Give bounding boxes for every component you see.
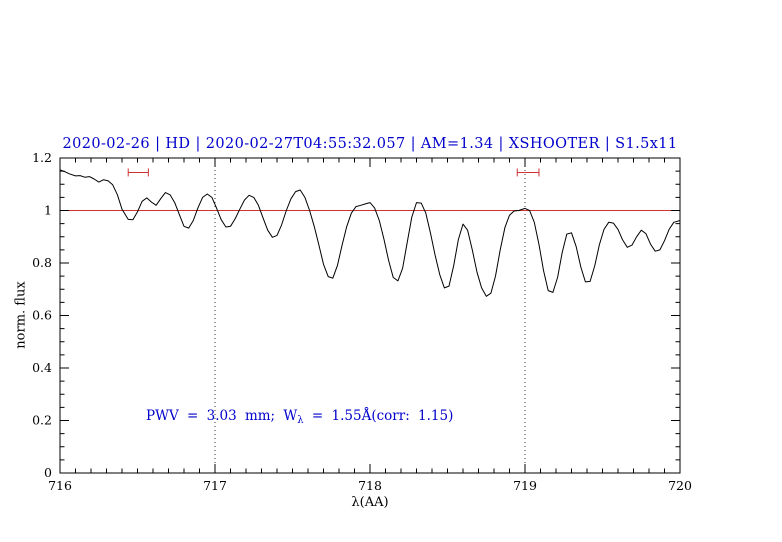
plot-title: 2020-02-26 | HD | 2020-02-27T04:55:32.05… bbox=[62, 136, 678, 152]
equivalent-width-text: = 1.55Å(corr: 1.15) bbox=[303, 408, 454, 424]
y-tick-label: 0.6 bbox=[32, 308, 52, 323]
pwv-annotation-text: PWV = 3.03 mm; W bbox=[146, 408, 298, 424]
y-axis-label: norm. flux bbox=[13, 281, 29, 349]
pwv-annotation: PWV = 3.03 mm; Wλ = 1.55Å(corr: 1.15) bbox=[146, 408, 454, 426]
x-axis-label: λ(AA) bbox=[351, 495, 389, 510]
y-tick-label: 0.8 bbox=[32, 255, 52, 270]
spectrum-line bbox=[59, 169, 681, 297]
y-tick-label: 0.4 bbox=[32, 360, 52, 375]
x-tick-label: 718 bbox=[358, 478, 382, 493]
x-tick-label: 719 bbox=[513, 478, 537, 493]
y-tick-label: 0 bbox=[44, 465, 52, 480]
plot-frame bbox=[59, 157, 681, 474]
lambda-subscript: λ bbox=[297, 415, 304, 426]
x-tick-label: 720 bbox=[668, 478, 692, 493]
y-tick-label: 1.2 bbox=[32, 150, 52, 165]
x-tick-label: 716 bbox=[48, 478, 72, 493]
y-tick-label: 1 bbox=[44, 203, 52, 218]
y-tick-label: 0.2 bbox=[32, 413, 52, 428]
x-tick-label: 717 bbox=[203, 478, 227, 493]
